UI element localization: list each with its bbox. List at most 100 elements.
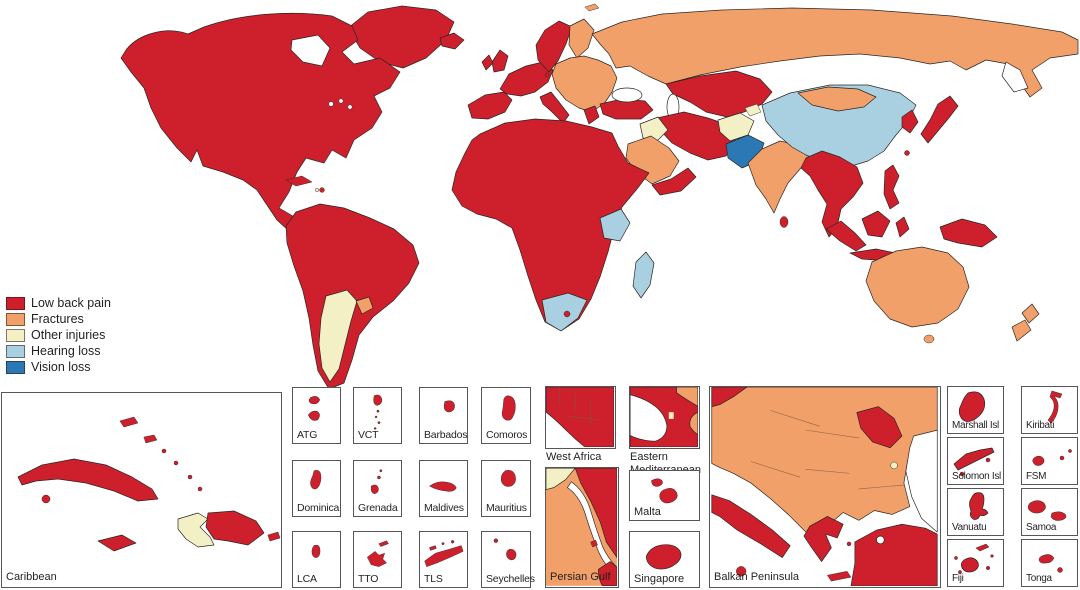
region-tasmania bbox=[923, 334, 935, 344]
legend-item: Vision loss bbox=[6, 359, 111, 375]
island-shape bbox=[450, 540, 455, 544]
inset-west-africa bbox=[545, 386, 616, 449]
sea-of-marmara bbox=[876, 535, 885, 545]
persian-gulf-uae-oman bbox=[598, 561, 617, 586]
island-shape bbox=[376, 409, 380, 413]
inset-cuba bbox=[17, 458, 159, 502]
inset-label: VCT bbox=[358, 429, 379, 441]
inset-jamaica bbox=[97, 534, 137, 552]
island-shape bbox=[1059, 455, 1065, 461]
legend-swatch-hearing-loss bbox=[6, 344, 25, 358]
great-lake bbox=[347, 104, 353, 110]
region-france-germany bbox=[499, 61, 554, 97]
region-scandinavia bbox=[535, 20, 573, 73]
island-shape bbox=[370, 484, 379, 494]
inset-label: Solomon Isl bbox=[952, 471, 1001, 482]
island-shape bbox=[424, 545, 464, 567]
sea-of-okhotsk bbox=[1001, 61, 1029, 93]
inset-maldives: Maldives bbox=[419, 460, 468, 517]
legend-label: Vision loss bbox=[31, 360, 91, 374]
inset-caribbean: Caribbean bbox=[1, 392, 282, 588]
region-taiwan bbox=[904, 150, 910, 156]
border-line bbox=[750, 410, 905, 490]
region-denmark bbox=[544, 72, 550, 78]
legend: Low back pain Fractures Other injuries H… bbox=[6, 295, 111, 375]
region-madagascar bbox=[632, 251, 655, 299]
island-shape bbox=[377, 421, 381, 425]
region-greece bbox=[583, 105, 600, 125]
persian-gulf-qatar bbox=[590, 539, 598, 548]
balkan-yellow-spot bbox=[890, 461, 898, 470]
island-shape bbox=[985, 457, 991, 463]
west-africa-land bbox=[546, 387, 614, 447]
inset-label: Samoa bbox=[1026, 522, 1057, 533]
island-shape bbox=[429, 545, 437, 551]
inset-dominica: Dominica bbox=[292, 460, 341, 517]
inset-bahamas bbox=[161, 448, 167, 454]
island-shape bbox=[311, 544, 321, 558]
balkan-aegean-island bbox=[846, 541, 852, 547]
inset-balkan-peninsula: Balkan Peninsula bbox=[709, 386, 941, 588]
inset-label: Marshall Isl bbox=[952, 420, 999, 431]
inset-vct: VCT bbox=[353, 387, 402, 444]
island-shape bbox=[441, 542, 445, 546]
balkan-turkey bbox=[850, 523, 938, 586]
region-africa bbox=[451, 118, 650, 332]
balkan-italy bbox=[711, 494, 791, 558]
inset-tonga: Tonga bbox=[1021, 539, 1078, 587]
inset-label: ATG bbox=[297, 429, 318, 441]
region-india bbox=[747, 140, 811, 214]
inset-puerto-rico bbox=[267, 531, 280, 542]
black-sea bbox=[905, 429, 938, 533]
inset-fsm: FSM bbox=[1021, 437, 1078, 485]
inset-kiribati: Kiribati bbox=[1021, 386, 1078, 434]
island-shape bbox=[959, 471, 965, 477]
legend-swatch-low-back-pain bbox=[6, 296, 25, 310]
legend-swatch-fractures bbox=[6, 312, 25, 326]
region-haiti bbox=[314, 187, 320, 193]
region-italy bbox=[539, 91, 570, 124]
region-kenya bbox=[599, 208, 631, 242]
inset-vanuatu: Vanuatu bbox=[947, 488, 1004, 536]
island-shape bbox=[958, 391, 986, 422]
inset-label: Mauritius bbox=[486, 502, 527, 514]
legend-item: Other injuries bbox=[6, 327, 111, 343]
legend-label: Hearing loss bbox=[31, 344, 101, 358]
region-philippines bbox=[883, 164, 900, 210]
inset-label-balkan: Balkan Peninsula bbox=[714, 571, 800, 583]
inset-label: Comoros bbox=[486, 429, 528, 441]
region-sulawesi bbox=[895, 216, 910, 238]
region-tajikistan bbox=[744, 103, 762, 117]
east-med-east bbox=[676, 387, 698, 407]
inset-mauritius: Mauritius bbox=[481, 460, 531, 517]
island-shape bbox=[500, 470, 516, 487]
island-shape bbox=[367, 551, 387, 567]
inset-eastern-mediterranean bbox=[629, 386, 700, 449]
inset-label: FSM bbox=[1026, 471, 1047, 482]
region-argentina bbox=[318, 289, 358, 383]
inset-marshall-islands: Marshall Isl bbox=[947, 386, 1004, 434]
inset-label: Dominica bbox=[297, 502, 340, 514]
persian-gulf-sea bbox=[567, 481, 617, 578]
region-new-guinea bbox=[939, 218, 998, 248]
island-shape bbox=[374, 415, 378, 419]
inset-label-caribbean: Caribbean bbox=[6, 571, 57, 583]
label-line: Eastern bbox=[630, 451, 668, 463]
region-svalbard bbox=[584, 3, 600, 12]
great-lake bbox=[328, 101, 334, 107]
island-shape bbox=[1047, 390, 1063, 424]
region-australia bbox=[865, 246, 970, 328]
island-shape bbox=[506, 549, 517, 561]
inset-bahamas bbox=[143, 434, 158, 444]
balkan-crete bbox=[827, 571, 852, 582]
legend-item: Fractures bbox=[6, 311, 111, 327]
inset-fiji: Fiji bbox=[947, 539, 1004, 587]
island-shape bbox=[308, 410, 320, 421]
island-shape bbox=[1050, 511, 1067, 521]
legend-label: Other injuries bbox=[31, 328, 106, 342]
region-greenland bbox=[347, 5, 455, 69]
east-med-east bbox=[689, 411, 698, 435]
region-iran bbox=[656, 111, 737, 161]
inset-bahamas bbox=[187, 474, 193, 480]
